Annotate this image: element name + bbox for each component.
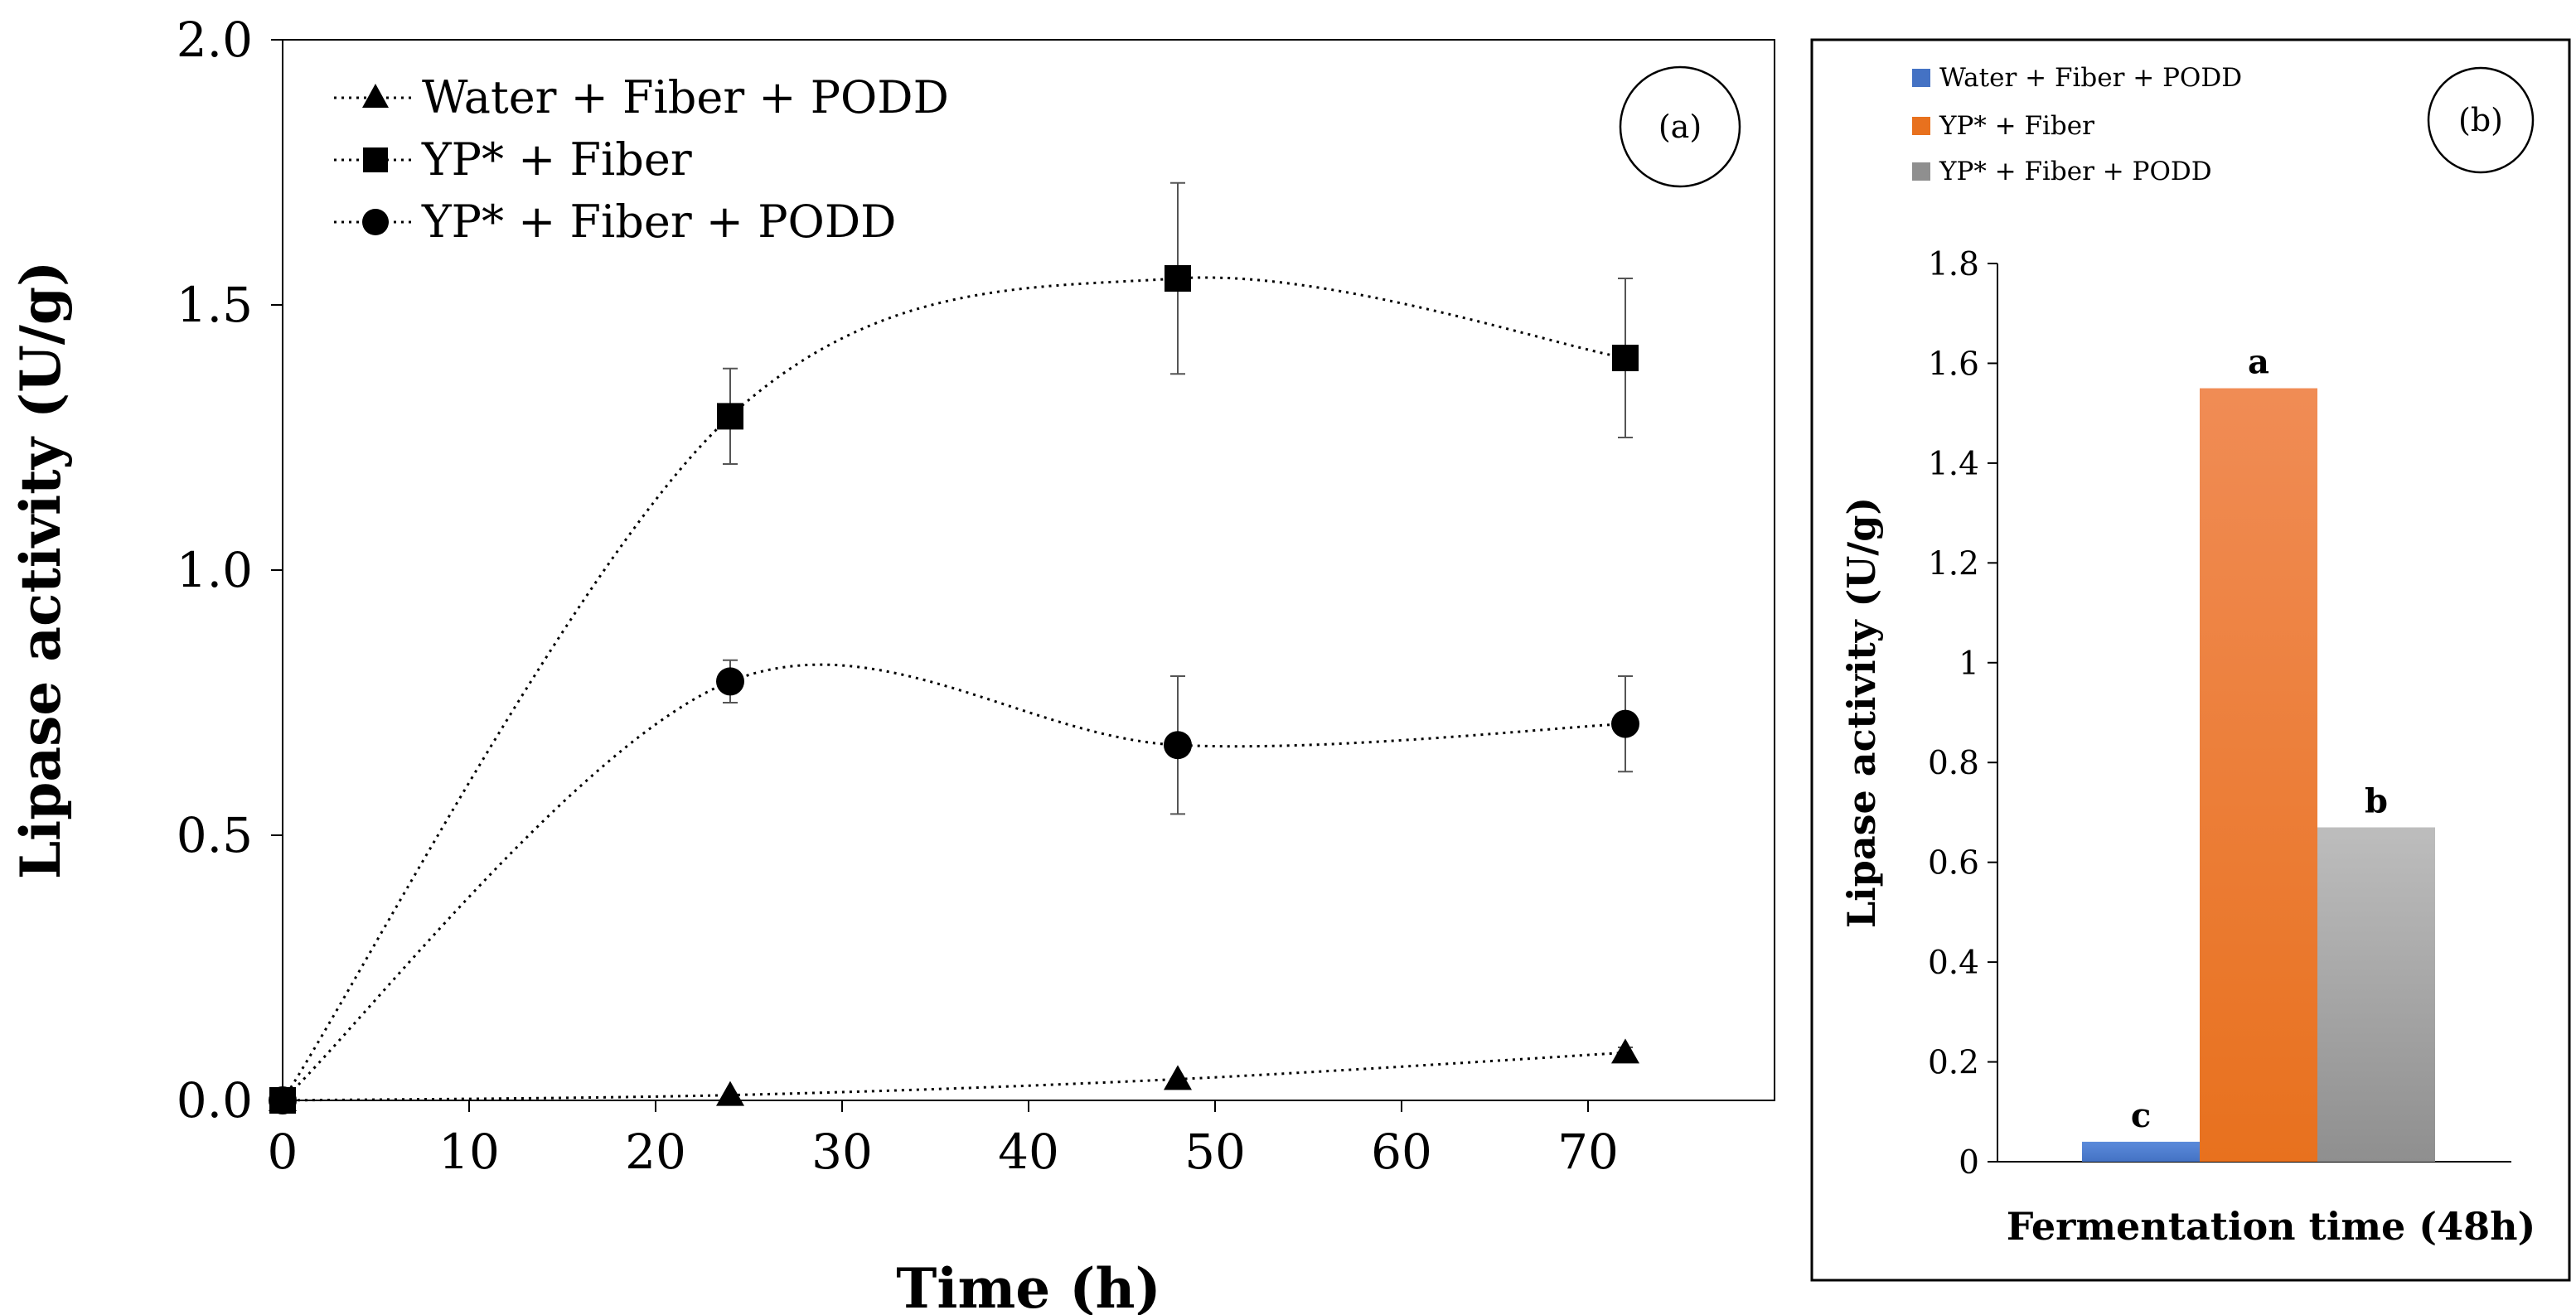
panel-b-x-axis-title: Fermentation time (48h)	[2007, 1204, 2536, 1249]
data-point-triangle	[716, 1081, 744, 1106]
x-tick-label: 20	[625, 1124, 686, 1180]
panel-b-legend: Water + Fiber + PODD YP* + Fiber YP* + F…	[1912, 63, 2242, 186]
legend-b-entry-yp-fiber: YP* + Fiber	[1912, 111, 2094, 141]
legend-a-label-water-fiber-podd: Water + Fiber + PODD	[422, 71, 949, 123]
data-point-triangle	[1611, 1038, 1639, 1064]
series-line-circle	[281, 663, 1626, 1102]
panel-a-axes: 0 10 20 30 40 50 60 70 0.0 0.5 1.0 1.5 2.0	[177, 12, 1619, 1180]
panel-a-tag-circle	[1619, 65, 1741, 188]
square-marker-icon	[363, 147, 388, 172]
legend-b-label-yp-fiber: YP* + Fiber	[1939, 111, 2094, 141]
panel-a-y-axis-title: Lipase activity (U/g)	[8, 261, 73, 880]
legend-b-swatch	[1912, 162, 1930, 181]
data-point-circle	[269, 1086, 297, 1114]
panel-b-tag-circle	[2427, 66, 2535, 174]
panel-b-axes: 0 0.2 0.4 0.6 0.8 1 1.2 1.4 1.6 1.8	[1928, 246, 2511, 1182]
data-point-square	[1612, 345, 1639, 371]
legend-b-label-water-fiber-podd: Water + Fiber + PODD	[1939, 63, 2242, 93]
x-tick-label: 40	[998, 1124, 1059, 1180]
circle-marker-icon	[362, 209, 389, 235]
legend-b-entry-water-fiber-podd: Water + Fiber + PODD	[1912, 63, 2242, 93]
legend-a-label-yp-fiber: YP* + Fiber	[421, 133, 692, 186]
data-point-square	[717, 403, 743, 430]
legend-a-entry-yp-fiber-podd: YP* + Fiber + PODD	[334, 196, 896, 248]
data-point-triangle	[1164, 1065, 1192, 1090]
legend-b-swatch	[1912, 69, 1930, 87]
y-tick-label: 1.4	[1928, 446, 1979, 483]
legend-a-entry-water-fiber-podd: Water + Fiber + PODD	[334, 71, 949, 123]
panel-a-x-axis-title: Time (h)	[896, 1256, 1160, 1315]
panel-b-bars: c a b	[2082, 343, 2435, 1162]
y-tick-label: 1	[1959, 645, 1979, 683]
y-tick-label: 1.5	[177, 277, 253, 333]
bar-significance-label: a	[2248, 343, 2269, 382]
x-tick-label: 30	[811, 1124, 873, 1180]
panel-a-tag: (a)	[1658, 109, 1702, 145]
data-point-circle	[1611, 709, 1639, 738]
y-tick-label: 0.0	[177, 1072, 253, 1129]
y-tick-label: 0.6	[1928, 845, 1979, 882]
bar-a	[2200, 388, 2317, 1162]
panel-b-y-axis-title: Lipase activity (U/g)	[1839, 497, 1884, 928]
triangle-marker-icon	[362, 84, 389, 108]
bar-significance-label: b	[2365, 782, 2388, 821]
y-tick-label: 0.5	[177, 807, 253, 863]
y-tick-label: 0.4	[1928, 945, 1979, 982]
y-tick-label: 1.8	[1928, 246, 1979, 283]
bar-significance-label: c	[2131, 1096, 2151, 1135]
y-tick-label: 0.2	[1928, 1045, 1979, 1082]
panel-b: Water + Fiber + PODD YP* + Fiber YP* + F…	[1810, 38, 2571, 1282]
data-point-square	[1165, 265, 1191, 292]
legend-b-label-yp-fiber-podd: YP* + Fiber + PODD	[1939, 157, 2212, 186]
y-tick-label: 0	[1959, 1144, 1979, 1182]
panel-a-legend: Water + Fiber + PODD YP* + Fiber YP* + F…	[334, 71, 949, 248]
bar-b	[2317, 827, 2435, 1162]
x-tick-label: 70	[1557, 1124, 1619, 1180]
y-tick-label: 0.8	[1928, 745, 1979, 782]
series-line-triangle	[282, 1051, 1626, 1102]
legend-b-swatch	[1912, 117, 1930, 135]
data-point-circle	[716, 667, 744, 696]
y-tick-label: 1.0	[177, 542, 253, 598]
x-tick-label: 60	[1371, 1124, 1432, 1180]
panel-a: 0 10 20 30 40 50 60 700.00.51.01.52.0 Time (h) …	[8, 12, 1775, 1315]
data-point-circle	[1164, 731, 1192, 760]
legend-a-entry-yp-fiber: YP* + Fiber	[334, 133, 692, 186]
panel-b-tag: (b)	[2458, 102, 2503, 138]
x-tick-label: 0	[268, 1124, 298, 1180]
bar-c	[2082, 1141, 2200, 1162]
panel-a-series	[269, 181, 1639, 1114]
y-tick-label: 1.6	[1928, 346, 1979, 383]
y-tick-label: 1.2	[1928, 545, 1979, 583]
y-tick-label: 2.0	[177, 12, 253, 68]
legend-b-entry-yp-fiber-podd: YP* + Fiber + PODD	[1912, 157, 2212, 186]
x-tick-label: 10	[438, 1124, 500, 1180]
series-line-square	[281, 276, 1626, 1101]
legend-a-label-yp-fiber-podd: YP* + Fiber + PODD	[421, 196, 896, 248]
panel-b-frame	[1810, 38, 2571, 1282]
x-tick-label: 50	[1184, 1124, 1246, 1180]
